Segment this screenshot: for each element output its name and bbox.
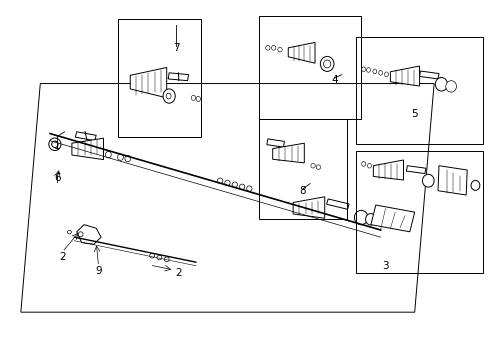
Ellipse shape <box>271 45 275 50</box>
Polygon shape <box>370 205 414 232</box>
Ellipse shape <box>49 138 61 150</box>
Ellipse shape <box>367 163 371 168</box>
Ellipse shape <box>191 95 195 100</box>
Ellipse shape <box>124 156 130 162</box>
Ellipse shape <box>105 152 111 158</box>
Polygon shape <box>77 225 101 244</box>
Ellipse shape <box>157 255 162 260</box>
Polygon shape <box>419 71 438 79</box>
Ellipse shape <box>277 47 282 52</box>
Text: 9: 9 <box>95 266 102 276</box>
Polygon shape <box>406 166 425 174</box>
Text: 5: 5 <box>410 109 417 119</box>
Polygon shape <box>372 160 403 180</box>
Text: 1: 1 <box>54 141 61 151</box>
Ellipse shape <box>323 60 330 68</box>
Ellipse shape <box>217 178 223 183</box>
Polygon shape <box>287 42 314 63</box>
Text: 2: 2 <box>175 268 182 278</box>
Ellipse shape <box>239 184 244 189</box>
Polygon shape <box>72 138 103 159</box>
Ellipse shape <box>232 182 237 187</box>
Polygon shape <box>21 84 433 312</box>
Ellipse shape <box>78 232 83 237</box>
Ellipse shape <box>434 77 447 91</box>
Ellipse shape <box>196 96 200 102</box>
Ellipse shape <box>361 67 365 72</box>
Ellipse shape <box>149 253 154 258</box>
Ellipse shape <box>320 57 333 71</box>
Ellipse shape <box>361 162 365 166</box>
Ellipse shape <box>365 213 375 225</box>
Polygon shape <box>326 199 348 209</box>
Ellipse shape <box>422 174 433 187</box>
Text: 8: 8 <box>299 186 305 196</box>
Ellipse shape <box>378 71 382 75</box>
Polygon shape <box>130 67 166 98</box>
Ellipse shape <box>372 69 376 74</box>
Polygon shape <box>292 197 324 218</box>
Polygon shape <box>75 132 96 141</box>
Ellipse shape <box>470 180 479 190</box>
Polygon shape <box>266 139 284 147</box>
Ellipse shape <box>163 89 175 103</box>
Ellipse shape <box>366 68 370 72</box>
Polygon shape <box>437 166 466 195</box>
Ellipse shape <box>67 230 71 234</box>
Polygon shape <box>168 73 188 81</box>
Text: 2: 2 <box>59 252 65 262</box>
Ellipse shape <box>445 81 456 92</box>
Ellipse shape <box>52 141 58 148</box>
Ellipse shape <box>265 45 269 50</box>
Polygon shape <box>389 66 419 86</box>
Polygon shape <box>272 143 304 163</box>
Ellipse shape <box>310 163 315 168</box>
Text: 4: 4 <box>330 75 337 85</box>
Ellipse shape <box>316 165 320 170</box>
Text: 3: 3 <box>382 261 388 271</box>
Text: 6: 6 <box>54 173 61 183</box>
Ellipse shape <box>224 180 230 185</box>
Text: 7: 7 <box>173 43 180 53</box>
Ellipse shape <box>354 210 367 225</box>
Ellipse shape <box>117 154 123 160</box>
Ellipse shape <box>246 186 251 191</box>
Ellipse shape <box>164 257 169 262</box>
Ellipse shape <box>166 93 171 99</box>
Ellipse shape <box>384 72 387 77</box>
